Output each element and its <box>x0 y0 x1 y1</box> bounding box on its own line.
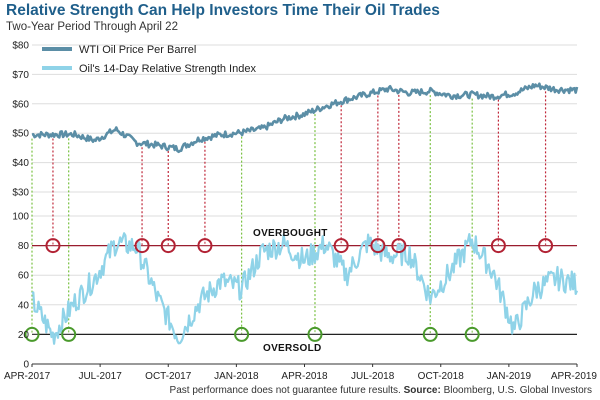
rsi-y-tick-label: 20 <box>18 330 30 341</box>
x-tick-label: OCT-2017 <box>145 371 192 382</box>
source-label: Source: <box>403 385 441 396</box>
rsi-y-tick-label: 0 <box>23 360 29 371</box>
rsi-y-tick-label: 80 <box>18 241 30 252</box>
chart-subtitle: Two-Year Period Through April 22 <box>6 21 178 33</box>
oversold-label: OVERSOLD <box>263 343 322 354</box>
rsi-y-tick-label: 100 <box>12 212 29 223</box>
x-tick-label: APR-2017 <box>4 371 51 382</box>
overbought-marker <box>370 238 386 254</box>
oversold-marker <box>24 326 40 342</box>
oil-y-tick-label: $50 <box>12 129 29 140</box>
x-tick-label: OCT-2018 <box>418 371 465 382</box>
overbought-marker <box>333 238 349 254</box>
oil-y-tick-label: $60 <box>12 99 29 110</box>
x-tick-label: JAN-2019 <box>487 371 532 382</box>
legend-oil-label: WTI Oil Price Per Barrel <box>79 44 196 56</box>
x-tick-label: JAN-2018 <box>214 371 259 382</box>
overbought-marker <box>160 238 176 254</box>
overbought-marker <box>45 238 61 254</box>
footer-note: Past performance does not guarantee futu… <box>170 385 592 396</box>
oil-y-tick-label: $80 <box>12 41 29 52</box>
x-tick-label: JUL-2018 <box>351 371 395 382</box>
overbought-label: OVERBOUGHT <box>253 228 328 239</box>
oversold-marker <box>464 326 480 342</box>
overbought-marker <box>134 238 150 254</box>
oil-y-tick-label: $70 <box>12 70 29 81</box>
x-tick-label: JUL-2017 <box>78 371 122 382</box>
source-text: Bloomberg, U.S. Global Investors <box>443 385 592 396</box>
oil-price-line <box>31 82 579 154</box>
chart-title: Relative Strength Can Help Investors Tim… <box>6 2 440 19</box>
rsi-y-tick-label: 40 <box>18 300 30 311</box>
oversold-marker <box>61 326 77 342</box>
x-tick-label: APR-2018 <box>281 371 328 382</box>
x-tick-label: APR-2019 <box>551 371 598 382</box>
oversold-marker <box>307 326 323 342</box>
rsi-line <box>31 232 579 345</box>
rsi-y-tick-label: 60 <box>18 271 30 282</box>
disclaimer: Past performance does not guarantee futu… <box>169 385 401 396</box>
overbought-marker <box>538 238 554 254</box>
oil-y-tick-label: $40 <box>12 158 29 169</box>
oil-y-tick-label: $30 <box>12 188 29 199</box>
oversold-marker <box>234 326 250 342</box>
overbought-marker <box>391 238 407 254</box>
overbought-marker <box>490 238 506 254</box>
oversold-marker <box>422 326 438 342</box>
overbought-marker <box>197 238 213 254</box>
legend-rsi-label: Oil's 14-Day Relative Strength Index <box>79 63 256 75</box>
